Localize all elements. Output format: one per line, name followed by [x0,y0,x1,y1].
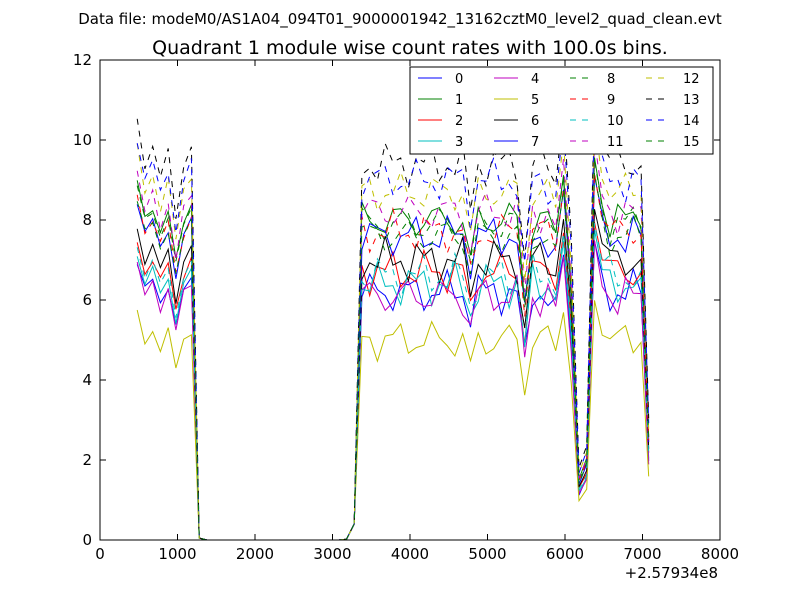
ticks-layer: 0 1000 2000 3000 4000 5000 6000 7000 80000246810… [73,51,739,563]
legend-label-8: 8 [607,72,615,87]
y-tick-label: 0 [82,531,92,549]
y-tick-label: 8 [82,211,92,229]
x-offset-label: +2.57934e8 [625,564,718,582]
legend-label-14: 14 [683,114,700,129]
y-tick-label: 2 [82,451,92,469]
series-layer [136,94,650,541]
legend-label-3: 3 [455,135,463,150]
legend-label-7: 7 [531,135,539,150]
chart-title: Quadrant 1 module wise count rates with … [152,37,668,59]
x-tick-label: 1000 [158,545,196,563]
legend-label-6: 6 [531,114,539,129]
legend-label-13: 13 [683,93,700,108]
legend-frame [409,66,714,155]
series-line-9 [136,173,650,541]
legend-label-10: 10 [607,114,624,129]
plot-area: 0 1000 2000 3000 4000 5000 6000 7000 80000246810… [73,51,739,563]
legend-label-1: 1 [455,93,463,108]
y-tick-label: 12 [73,51,92,69]
legend-label-0: 0 [455,72,463,87]
legend-label-15: 15 [683,135,700,150]
x-tick-label: 4000 [391,545,429,563]
legend-label-4: 4 [531,72,539,87]
y-tick-label: 4 [82,371,92,389]
chart-suptitle: Data file: modeM0/AS1A04_094T01_90000019… [78,10,722,29]
x-tick-label: 5000 [468,545,506,563]
y-tick-label: 6 [82,291,92,309]
x-tick-label: 2000 [236,545,274,563]
x-tick-label: 3000 [313,545,351,563]
legend-label-11: 11 [607,135,624,150]
legend-label-12: 12 [683,72,700,87]
x-tick-label: 0 [95,545,105,563]
legend-label-2: 2 [455,114,463,129]
x-tick-label: 8000 [701,545,739,563]
y-tick-label: 10 [73,131,92,149]
legend-label-5: 5 [531,93,539,108]
legend-label-9: 9 [607,93,615,108]
x-tick-label: 7000 [623,545,661,563]
series-line-14 [136,111,650,541]
x-tick-label: 6000 [546,545,584,563]
